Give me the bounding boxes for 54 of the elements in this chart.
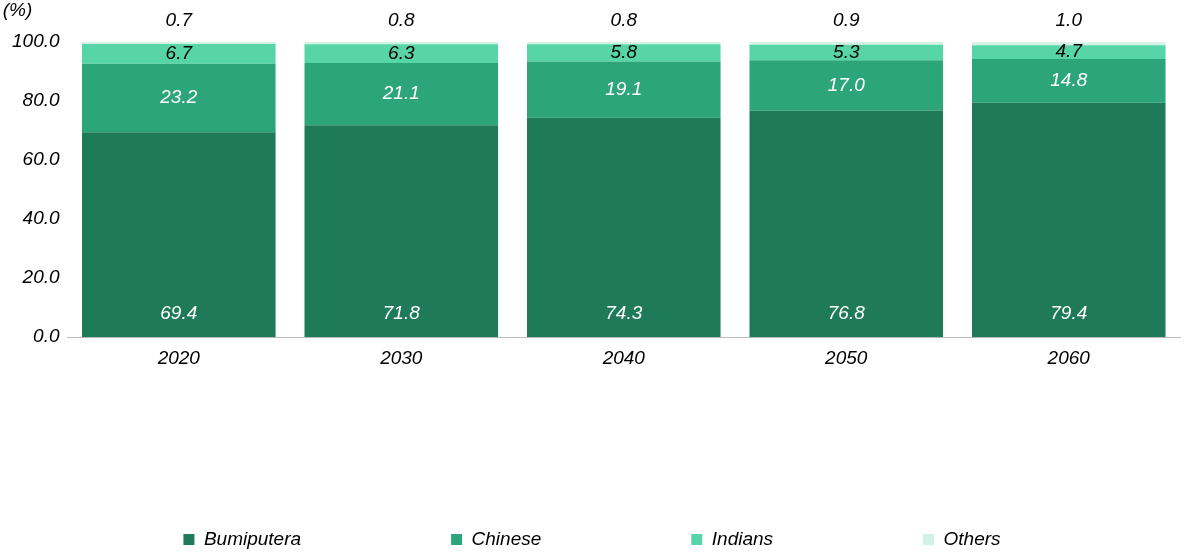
bar	[749, 60, 944, 111]
bar	[971, 45, 1166, 60]
data-label: 23.2	[159, 86, 198, 108]
bar	[82, 132, 276, 338]
y-axis-title: (%)	[2, 0, 33, 20]
data-label: 0.7	[165, 8, 194, 30]
x-tick-label: 2060	[1046, 346, 1091, 368]
data-label: 0.9	[833, 8, 860, 30]
bar	[749, 110, 944, 338]
bar	[749, 44, 944, 61]
data-label: 6.7	[165, 42, 194, 64]
bar	[971, 102, 1166, 338]
x-tick-label: 2040	[601, 346, 646, 368]
y-tick-label: 80.0	[22, 89, 60, 111]
data-label: 19.1	[605, 77, 643, 99]
bar	[304, 125, 499, 338]
y-tick-label: 0.0	[33, 325, 60, 347]
x-tick-label: 2020	[156, 346, 201, 368]
bar	[526, 44, 721, 62]
legend-label: Chinese	[471, 527, 542, 549]
legend-label: Indians	[711, 527, 774, 549]
bar	[526, 117, 721, 338]
data-label: 1.0	[1055, 9, 1083, 31]
data-label: 4.7	[1055, 40, 1084, 62]
data-label: 5.8	[610, 41, 638, 63]
bar	[82, 44, 276, 64]
y-tick-label: 40.0	[22, 207, 60, 229]
data-label: 76.8	[827, 302, 866, 324]
data-label: 0.8	[610, 8, 638, 30]
bar	[971, 59, 1166, 103]
y-tick-label: 60.0	[22, 148, 60, 170]
data-label: 74.3	[605, 302, 643, 324]
data-label: 69.4	[160, 302, 198, 324]
x-tick-label: 2030	[379, 346, 423, 368]
y-tick-label: 20.0	[21, 266, 60, 288]
data-label: 5.3	[833, 40, 860, 62]
bar	[304, 44, 499, 63]
x-tick-label: 2050	[824, 346, 868, 368]
y-tick-label: 100.0	[12, 30, 60, 52]
bar	[971, 42, 1166, 46]
data-label: 79.4	[1050, 302, 1088, 324]
bar	[749, 42, 944, 45]
bar	[304, 62, 499, 126]
data-label: 14.8	[1050, 69, 1088, 91]
data-label: 21.1	[381, 82, 420, 104]
data-label: 6.3	[388, 41, 415, 63]
bar	[526, 61, 721, 118]
data-label: 71.8	[382, 302, 421, 324]
data-label: 0.8	[388, 8, 415, 30]
legend-label: Others	[943, 527, 1002, 549]
bar	[82, 63, 276, 133]
data-label: 17.0	[827, 73, 866, 95]
legend-label: Bumiputera	[203, 527, 302, 549]
bar	[82, 42, 276, 45]
